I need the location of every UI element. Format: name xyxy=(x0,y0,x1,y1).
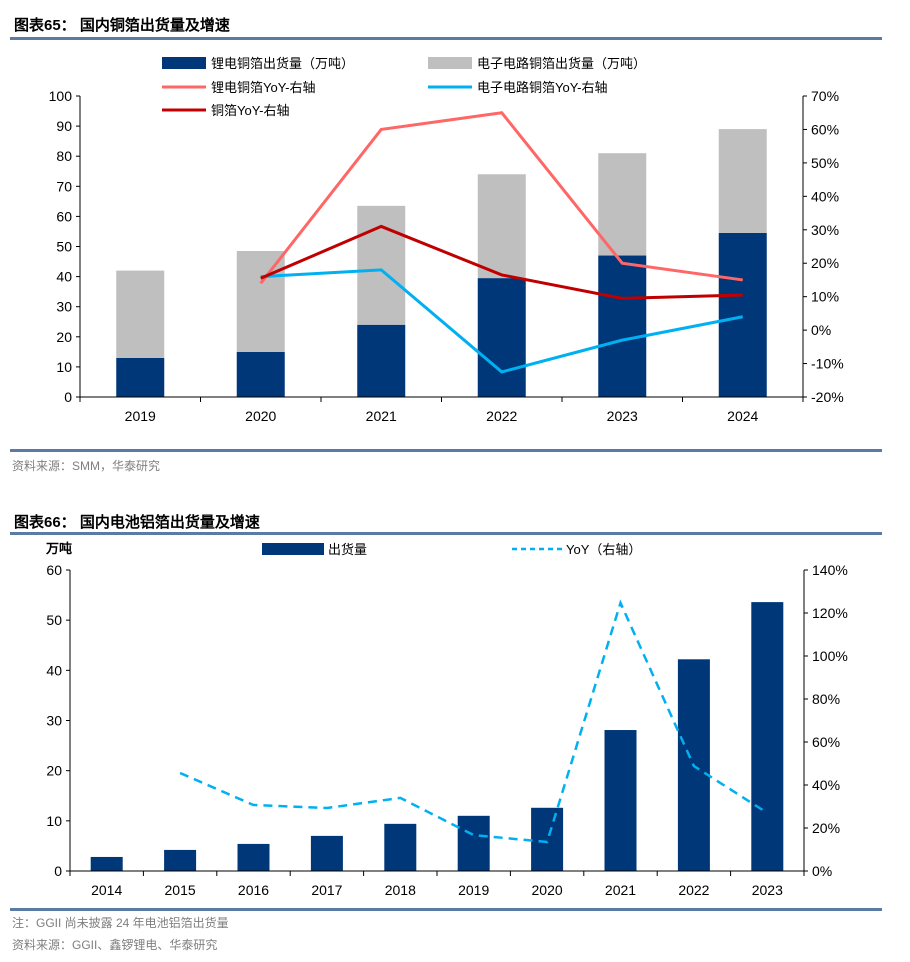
left-tick-label: 40 xyxy=(46,662,62,678)
right-tick-label: 20% xyxy=(812,820,840,836)
x-tick-label: 2018 xyxy=(385,882,416,898)
legend-swatch-1 xyxy=(428,57,472,69)
bar-primary-2021 xyxy=(604,730,637,871)
left-tick-label: 90 xyxy=(56,118,72,134)
right-tick-label: 10% xyxy=(811,289,839,305)
right-tick-label: 0% xyxy=(812,863,832,879)
legend-label-3: 电子电路铜箔YoY-右轴 xyxy=(477,80,608,95)
x-tick-label: 2021 xyxy=(366,408,397,424)
bar-primary-2022 xyxy=(677,659,710,871)
x-tick-label: 2015 xyxy=(165,882,196,898)
x-tick-label: 2020 xyxy=(532,882,563,898)
figure-65-source: 资料来源：SMM，华泰研究 xyxy=(12,459,160,473)
right-tick-label: -20% xyxy=(811,389,844,405)
left-tick-label: 0 xyxy=(54,863,62,879)
left-tick-label: 60 xyxy=(56,208,72,224)
bar-primary-2023 xyxy=(598,255,647,397)
bar-secondary-2023 xyxy=(598,153,647,256)
bar-primary-2023 xyxy=(751,602,784,871)
right-tick-label: 60% xyxy=(812,734,840,750)
right-tick-label: 120% xyxy=(812,605,848,621)
right-tick-label: 40% xyxy=(811,188,839,204)
x-tick-label: 2014 xyxy=(91,882,122,898)
x-tick-label: 2024 xyxy=(727,408,758,424)
right-tick-label: 100% xyxy=(812,648,848,664)
x-tick-label: 2022 xyxy=(678,882,709,898)
bar-primary-2017 xyxy=(310,835,343,871)
right-tick-label: 30% xyxy=(811,222,839,238)
legend-label-1: YoY（右轴） xyxy=(566,542,641,557)
bar-secondary-2019 xyxy=(116,270,165,358)
figure-66-note: 注：GGII 尚未披露 24 年电池铝箔出货量 xyxy=(12,916,229,930)
x-tick-label: 2023 xyxy=(607,408,638,424)
x-tick-label: 2017 xyxy=(311,882,342,898)
x-tick-label: 2021 xyxy=(605,882,636,898)
bar-primary-2019 xyxy=(457,815,490,871)
bar-primary-2020 xyxy=(531,807,564,871)
bar-primary-2024 xyxy=(718,232,767,397)
right-tick-label: -10% xyxy=(811,356,844,372)
x-tick-label: 2016 xyxy=(238,882,269,898)
x-tick-label: 2022 xyxy=(486,408,517,424)
figure-66-top-rule xyxy=(10,532,882,535)
x-tick-label: 2023 xyxy=(752,882,783,898)
left-tick-label: 50 xyxy=(56,239,72,255)
left-tick-label: 50 xyxy=(46,612,62,628)
x-tick-label: 2020 xyxy=(245,408,276,424)
right-tick-label: 80% xyxy=(812,691,840,707)
legend-label-0: 锂电铜箔出货量（万吨） xyxy=(211,56,354,71)
bar-primary-2014 xyxy=(90,856,123,871)
figure-65-top-rule xyxy=(10,37,882,40)
right-tick-label: 20% xyxy=(811,255,839,271)
x-tick-label: 2019 xyxy=(458,882,489,898)
left-tick-label: 70 xyxy=(56,178,72,194)
right-tick-label: 60% xyxy=(811,121,839,137)
left-tick-label: 30 xyxy=(46,713,62,729)
bar-secondary-2020 xyxy=(236,251,285,352)
bar-secondary-2021 xyxy=(357,205,406,325)
bar-primary-2021 xyxy=(357,324,406,397)
bar-primary-2016 xyxy=(237,843,270,871)
right-tick-label: 70% xyxy=(811,88,839,104)
left-tick-label: 10 xyxy=(56,359,72,375)
bar-primary-2020 xyxy=(236,351,285,397)
left-tick-label: 10 xyxy=(46,813,62,829)
left-tick-label: 100 xyxy=(49,88,73,104)
left-tick-label: 40 xyxy=(56,269,72,285)
figure-66-title: 图表66： 国内电池铝箔出货量及增速 xyxy=(14,514,260,531)
right-tick-label: 40% xyxy=(812,777,840,793)
figure-65-bottom-rule xyxy=(10,449,882,452)
right-tick-label: 140% xyxy=(812,562,848,578)
left-tick-label: 0 xyxy=(64,389,72,405)
left-tick-label: 80 xyxy=(56,148,72,164)
right-tick-label: 0% xyxy=(811,322,831,338)
bar-secondary-2022 xyxy=(477,174,526,279)
left-tick-label: 20 xyxy=(56,329,72,345)
left-tick-label: 20 xyxy=(46,763,62,779)
figure-65-title: 图表65： 国内铜箔出货量及增速 xyxy=(14,17,230,34)
left-tick-label: 30 xyxy=(56,299,72,315)
figure-66-source: 资料来源：GGII、鑫锣锂电、华泰研究 xyxy=(12,938,218,952)
legend-swatch-0 xyxy=(262,543,324,555)
bar-secondary-2024 xyxy=(718,129,767,233)
copper-foil-chart: 0 10 20 30 40 50 60 70 80 90 100 -20% -10% 0% 10% 20% 30… xyxy=(49,56,844,424)
legend-label-1: 电子电路铜箔出货量（万吨） xyxy=(477,56,646,71)
bar-primary-2015 xyxy=(164,849,197,871)
x-tick-label: 2019 xyxy=(125,408,156,424)
legend-swatch-0 xyxy=(162,57,206,69)
figure-66-bottom-rule xyxy=(10,908,882,911)
legend-label-0: 出货量 xyxy=(328,542,367,557)
yoy-line-0 xyxy=(179,599,768,844)
left-tick-label: 60 xyxy=(46,562,62,578)
bar-primary-2018 xyxy=(384,823,417,871)
left-axis-unit-label: 万吨 xyxy=(45,541,72,556)
right-tick-label: 50% xyxy=(811,155,839,171)
bar-primary-2019 xyxy=(116,357,165,397)
bar-primary-2022 xyxy=(477,278,526,397)
legend-label-2: 锂电铜箔YoY-右轴 xyxy=(211,80,316,95)
legend-label-4: 铜箔YoY-右轴 xyxy=(211,103,290,118)
